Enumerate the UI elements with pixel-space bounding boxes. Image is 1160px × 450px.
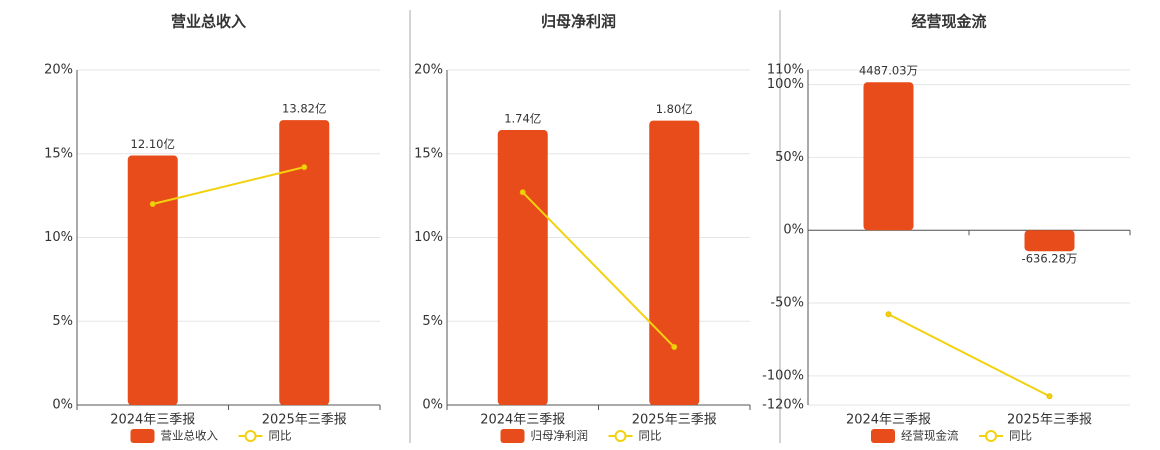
y-tick-label: 10% — [414, 230, 443, 245]
bar — [127, 155, 178, 405]
y-tick-label: 0% — [422, 398, 443, 413]
data-label: 13.82亿 — [282, 102, 326, 116]
data-label: 1.74亿 — [504, 112, 541, 126]
x-tick-label: 2024年三季报 — [846, 413, 931, 428]
line — [522, 191, 675, 348]
line-point — [1046, 393, 1053, 400]
bar — [863, 82, 914, 231]
y-tick-label: 10% — [44, 230, 73, 245]
chart-title: 营业总收入 — [171, 13, 246, 31]
line — [152, 166, 305, 205]
y-tick-label: 110% — [767, 63, 804, 78]
x-tick-label: 2025年三季报 — [262, 413, 347, 428]
y-tick-label: 15% — [414, 146, 443, 161]
y-tick-label: 50% — [775, 150, 804, 165]
line-point — [671, 344, 678, 351]
line-point — [149, 201, 156, 207]
y-tick-label: -100% — [762, 368, 804, 383]
x-tick-label: 2024年三季报 — [480, 413, 565, 428]
legend-swatch — [130, 429, 155, 443]
legend-label: 同比 — [639, 429, 662, 443]
y-tick-label: -50% — [770, 296, 804, 311]
legend-label: 经营现金流 — [901, 429, 959, 443]
legend-label: 同比 — [269, 429, 292, 443]
line-point — [519, 189, 526, 196]
x-tick-label: 2025年三季报 — [1007, 413, 1092, 428]
y-tick-label: 5% — [52, 314, 73, 329]
x-tick-label: 2024年三季报 — [110, 413, 195, 428]
data-label: -636.28万 — [1022, 252, 1078, 266]
y-tick-label: 20% — [414, 63, 443, 78]
legend-label: 营业总收入 — [161, 429, 219, 443]
legend-swatch — [985, 430, 997, 442]
y-tick-label: 20% — [44, 63, 73, 78]
legend-label: 归母净利润 — [531, 429, 589, 443]
bar — [649, 120, 700, 405]
data-label: 4487.03万 — [859, 64, 918, 78]
legend-swatch — [871, 429, 895, 443]
y-tick-label: 0% — [52, 398, 73, 413]
bar — [279, 120, 330, 405]
x-tick-label: 2025年三季报 — [632, 413, 717, 428]
y-tick-label: 5% — [422, 314, 443, 329]
y-tick-label: 15% — [44, 146, 73, 161]
bar — [497, 130, 548, 405]
data-label: 1.80亿 — [656, 102, 693, 116]
line-point — [885, 311, 892, 318]
chart-title: 归母净利润 — [541, 13, 616, 31]
legend-label: 同比 — [1009, 429, 1032, 443]
legend-swatch — [244, 430, 257, 442]
line — [888, 313, 1050, 398]
y-tick-label: 0% — [783, 223, 804, 238]
legend-swatch — [614, 430, 627, 442]
y-tick-label: -120% — [762, 398, 804, 413]
bar — [1024, 230, 1075, 252]
y-tick-label: 100% — [767, 77, 804, 92]
legend-swatch — [500, 429, 525, 443]
line-point — [301, 164, 308, 171]
chart-title: 经营现金流 — [911, 13, 986, 31]
data-label: 12.10亿 — [131, 137, 175, 151]
